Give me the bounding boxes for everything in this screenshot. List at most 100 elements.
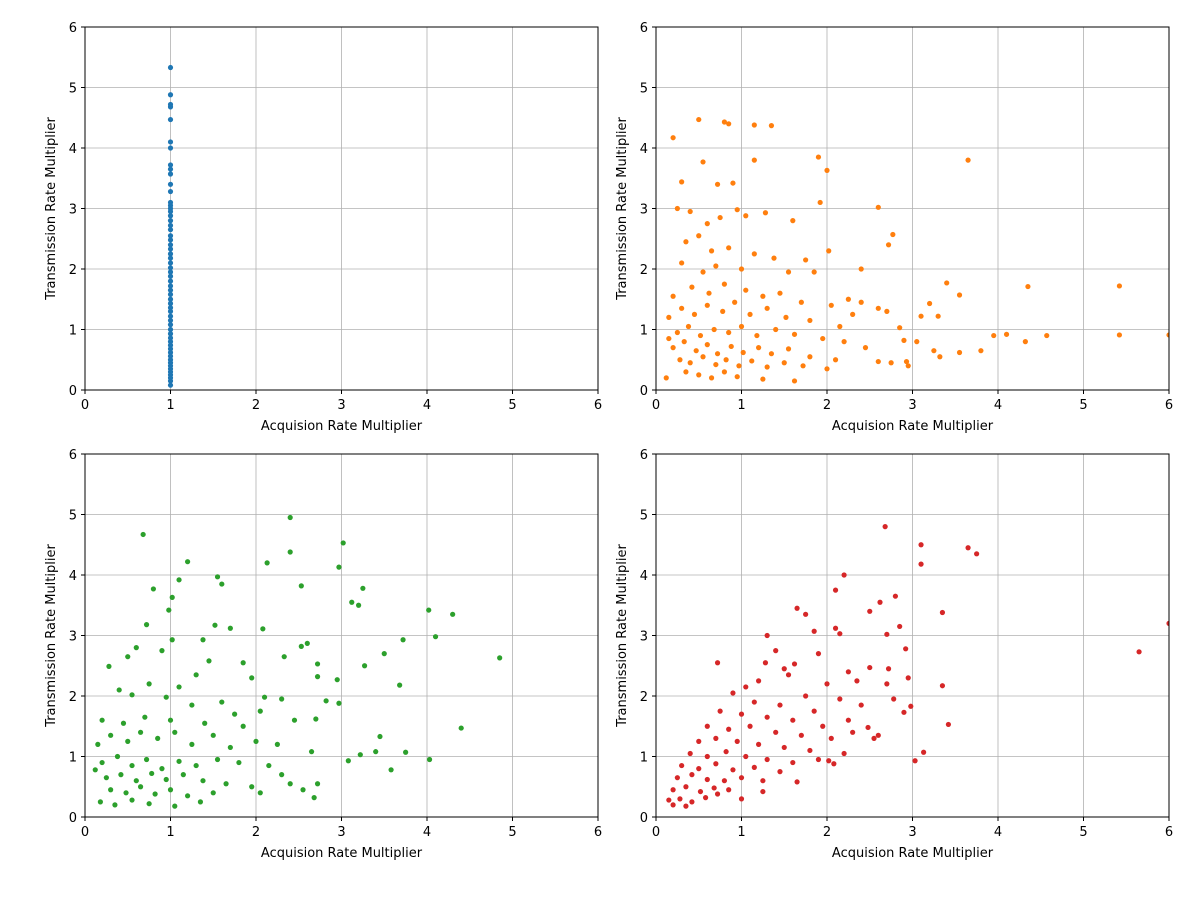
- data-point: [308, 749, 315, 755]
- data-point: [340, 540, 346, 546]
- data-point: [956, 349, 963, 356]
- y-tick-label: 4: [69, 142, 77, 157]
- data-point: [867, 664, 873, 671]
- data-point: [858, 299, 864, 305]
- y-tick-label: 0: [640, 811, 648, 826]
- data-point: [287, 514, 293, 521]
- data-point: [714, 351, 721, 357]
- data-point: [345, 758, 351, 764]
- data-point: [670, 135, 676, 141]
- data-point: [123, 790, 129, 796]
- data-point: [704, 302, 710, 308]
- data-point: [193, 672, 199, 678]
- data-point: [903, 358, 910, 365]
- data-point: [826, 758, 832, 764]
- data-point: [167, 92, 174, 98]
- data-point: [824, 681, 830, 687]
- data-point: [762, 660, 769, 666]
- axes-frame: [84, 26, 599, 391]
- data-point: [702, 795, 709, 801]
- data-point: [150, 586, 156, 592]
- y-tick-label: 1: [69, 324, 77, 339]
- data-point: [167, 273, 174, 279]
- data-point: [167, 278, 174, 284]
- data-point: [167, 233, 174, 239]
- data-point: [397, 682, 403, 688]
- data-point: [260, 626, 266, 632]
- data-point: [956, 292, 963, 298]
- data-point: [713, 735, 719, 741]
- data-point: [700, 354, 706, 360]
- data-point: [743, 287, 749, 293]
- scatter-series: [92, 514, 503, 809]
- data-point: [764, 714, 770, 720]
- data-point: [108, 732, 114, 738]
- data-point: [167, 339, 174, 345]
- data-point: [790, 759, 796, 766]
- data-point: [281, 654, 287, 660]
- y-tick-label: 4: [640, 142, 648, 157]
- data-point: [901, 337, 907, 343]
- data-point: [264, 560, 270, 566]
- data-point: [677, 357, 683, 363]
- data-point: [700, 269, 706, 275]
- data-point: [756, 741, 762, 748]
- data-point: [167, 104, 174, 110]
- data-point: [167, 349, 174, 356]
- data-point: [884, 631, 890, 637]
- data-point: [176, 758, 182, 764]
- data-point: [167, 296, 174, 302]
- subplot-1: 0 1 2 3 4 5 6 0 1 2 3 4 5 6 Acquision Rate Multiplier T…: [44, 21, 602, 434]
- data-point: [167, 166, 174, 172]
- data-point: [689, 284, 695, 290]
- data-point: [897, 325, 903, 331]
- data-point: [400, 637, 406, 643]
- data-point: [711, 785, 717, 791]
- data-point: [803, 611, 809, 617]
- data-point: [140, 531, 146, 538]
- data-point: [888, 360, 894, 366]
- axes-frame: [655, 26, 1170, 391]
- data-point: [266, 762, 272, 769]
- y-tick-label: 4: [640, 569, 648, 584]
- data-point: [166, 607, 172, 613]
- data-point: [189, 702, 195, 708]
- data-point: [227, 744, 233, 751]
- data-point: [214, 756, 221, 763]
- data-point: [824, 366, 830, 372]
- x-tick-label: 0: [81, 825, 89, 840]
- subplot-2: 0 1 2 3 4 5 6 0 1 2 3 4 5 6 Acquision Rate Multiplier T…: [615, 21, 1173, 434]
- data-point: [794, 779, 800, 785]
- data-point: [1003, 331, 1010, 337]
- data-point: [885, 242, 892, 248]
- y-tick-label: 6: [640, 21, 648, 36]
- data-point: [200, 778, 206, 784]
- data-point: [824, 167, 830, 173]
- data-point: [732, 299, 738, 305]
- data-point: [1025, 283, 1031, 290]
- data-point: [167, 342, 174, 348]
- axes-frame: [84, 453, 599, 818]
- data-point: [167, 208, 174, 215]
- data-point: [798, 299, 804, 305]
- data-point: [734, 207, 740, 213]
- data-point: [99, 759, 105, 766]
- data-point: [167, 300, 174, 307]
- data-point: [249, 784, 255, 790]
- data-point: [167, 283, 174, 289]
- data-point: [212, 622, 218, 628]
- data-point: [723, 357, 729, 363]
- data-point: [777, 769, 783, 775]
- data-point: [167, 218, 174, 224]
- data-point: [751, 122, 757, 128]
- x-tick-label: 3: [908, 825, 916, 840]
- y-tick-label: 2: [640, 263, 648, 278]
- data-point: [167, 265, 174, 271]
- data-point: [773, 648, 779, 654]
- data-point: [167, 213, 174, 219]
- data-point: [927, 300, 933, 307]
- data-point: [762, 210, 769, 216]
- data-point: [373, 749, 379, 755]
- data-point: [939, 683, 946, 689]
- data-point: [108, 787, 114, 793]
